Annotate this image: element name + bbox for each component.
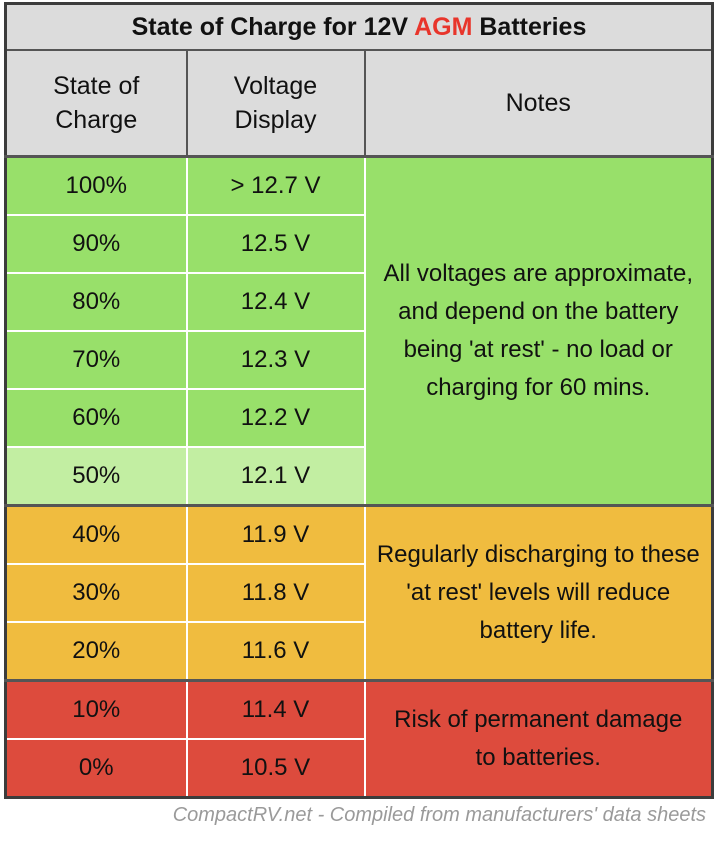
header-notes: Notes [364,50,713,158]
note-red: Risk of permanent damage to batteries. [364,679,713,798]
table-row: 60% 12.2 V [5,389,713,448]
table-row: 40% 11.9 V Regularly discharging to these… [5,504,713,681]
note-orange: Regularly discharging to these 'at rest'… [364,504,713,681]
source-footer: CompactRV.net - Compiled from manufactur… [172,804,706,826]
table-title: State of Charge for 12V AGM Batteries [5,3,713,51]
note-green: All voltages are approximate, and depend… [364,156,713,506]
soc-table: State of Charge for 12V AGM Batteries St… [4,2,714,799]
header-soc: State of Charge [5,50,188,158]
table-row: 80% 12.4 V [5,273,713,332]
table-row: 0% 10.5 V [5,739,713,798]
table-row: 30% 11.8 V [5,564,713,623]
table-row: 50% 12.1 V [5,447,713,507]
agm-highlight: AGM [414,12,473,41]
table-row: 20% 11.6 V [5,622,713,682]
table-row: 70% 12.3 V [5,331,713,390]
table-row: 90% 12.5 V [5,215,713,274]
table-row: 100% > 12.7 V All voltages are approximat… [5,156,713,506]
table-row: 10% 11.4 V Risk of permanent damage to ba… [5,679,713,798]
header-voltage: Voltage Display [186,50,366,158]
